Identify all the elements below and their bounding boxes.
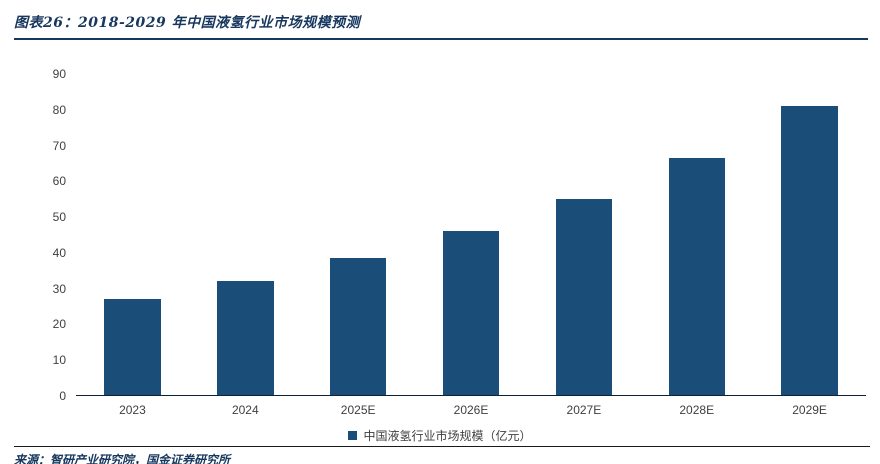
bar — [781, 106, 838, 395]
chart-body: 90 80 70 60 50 40 30 20 10 0 — [14, 67, 866, 403]
y-tick-label: 10 — [52, 353, 66, 368]
chart-legend: 中国液氢行业市场规模（亿元） — [14, 427, 866, 444]
bar-chart: 90 80 70 60 50 40 30 20 10 0 2023 2024 2025E 2026E 20… — [14, 67, 868, 444]
y-tick-label: 90 — [52, 67, 66, 81]
bar — [329, 257, 387, 395]
bar-group — [640, 74, 753, 395]
bar — [104, 298, 161, 395]
y-tick-label: 20 — [52, 317, 66, 332]
y-tick-label: 60 — [52, 174, 66, 189]
bar-group — [76, 74, 189, 395]
plot-area — [76, 74, 866, 396]
x-tick-label: 2027E — [566, 403, 602, 417]
y-tick-label: 80 — [52, 102, 66, 117]
x-tick-label: 2026E — [453, 403, 489, 417]
chart-footer: 来源：智研产业研究院，国金证券研究所 — [14, 446, 870, 464]
bar — [217, 280, 274, 395]
bar — [668, 157, 725, 395]
legend-label: 中国液氢行业市场规模（亿元） — [363, 429, 532, 443]
y-tick-label: 50 — [52, 210, 66, 225]
x-tick-label: 2025E — [340, 403, 376, 417]
x-tick-label: 2029E — [792, 403, 827, 417]
y-tick-label: 70 — [52, 138, 66, 153]
y-tick-label: 0 — [59, 389, 66, 403]
source-text: 来源：智研产业研究院，国金证券研究所 — [14, 453, 231, 464]
legend-swatch-icon — [348, 431, 358, 440]
x-tick-label: 2023 — [119, 403, 146, 417]
bar-group — [753, 74, 866, 395]
x-tick-label: 2024 — [231, 403, 259, 417]
x-axis: 2023 2024 2025E 2026E 2027E 2028E 2029E — [76, 396, 866, 417]
bar — [442, 230, 500, 395]
x-tick-label: 2028E — [679, 403, 715, 417]
bar-group — [415, 74, 528, 395]
bar-group — [302, 74, 415, 395]
chart-header: 图表26：2018-2029 年中国液氢行业市场规模预测 — [14, 12, 868, 40]
bar — [555, 198, 613, 395]
y-tick-label: 40 — [52, 245, 66, 260]
y-tick-label: 30 — [52, 281, 66, 296]
bar-group — [527, 74, 640, 395]
bar-group — [189, 74, 302, 395]
y-axis: 90 80 70 60 50 40 30 20 10 0 — [14, 67, 76, 403]
chart-title: 图表26：2018-2029 年中国液氢行业市场规模预测 — [14, 15, 361, 31]
